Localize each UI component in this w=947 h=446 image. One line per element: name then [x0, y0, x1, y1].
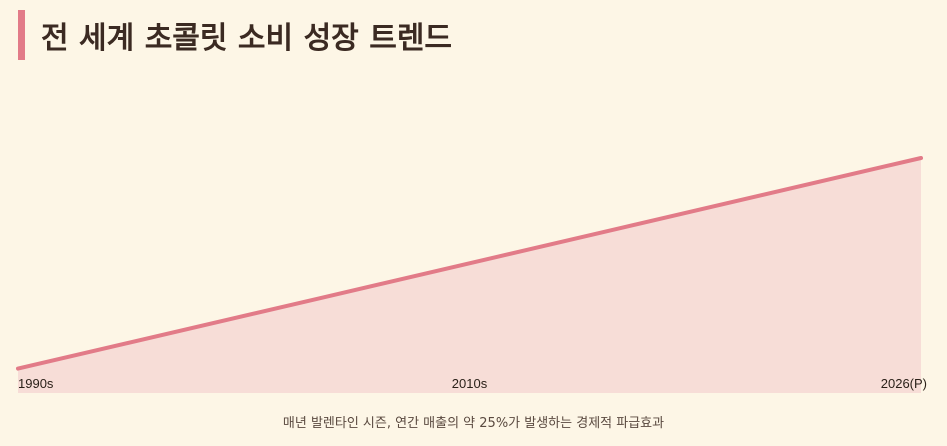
- x-tick-label: 2010s: [452, 376, 488, 391]
- x-tick-label: 2026(P): [881, 376, 927, 391]
- title-block: 전 세계 초콜릿 소비 성장 트렌드: [18, 10, 452, 60]
- series-line: [16, 156, 923, 371]
- x-axis-ticks: 1990s 2010s 2026(P): [18, 376, 927, 391]
- page-title: 전 세계 초콜릿 소비 성장 트렌드: [41, 21, 453, 56]
- chart-caption: 매년 발렌타인 시즌, 연간 매출의 약 25%가 발생하는 경제적 파급효과: [282, 416, 665, 431]
- x-tick-label: 1990s: [18, 376, 54, 391]
- area-fill: [18, 158, 921, 393]
- title-accent-bar: [18, 10, 25, 60]
